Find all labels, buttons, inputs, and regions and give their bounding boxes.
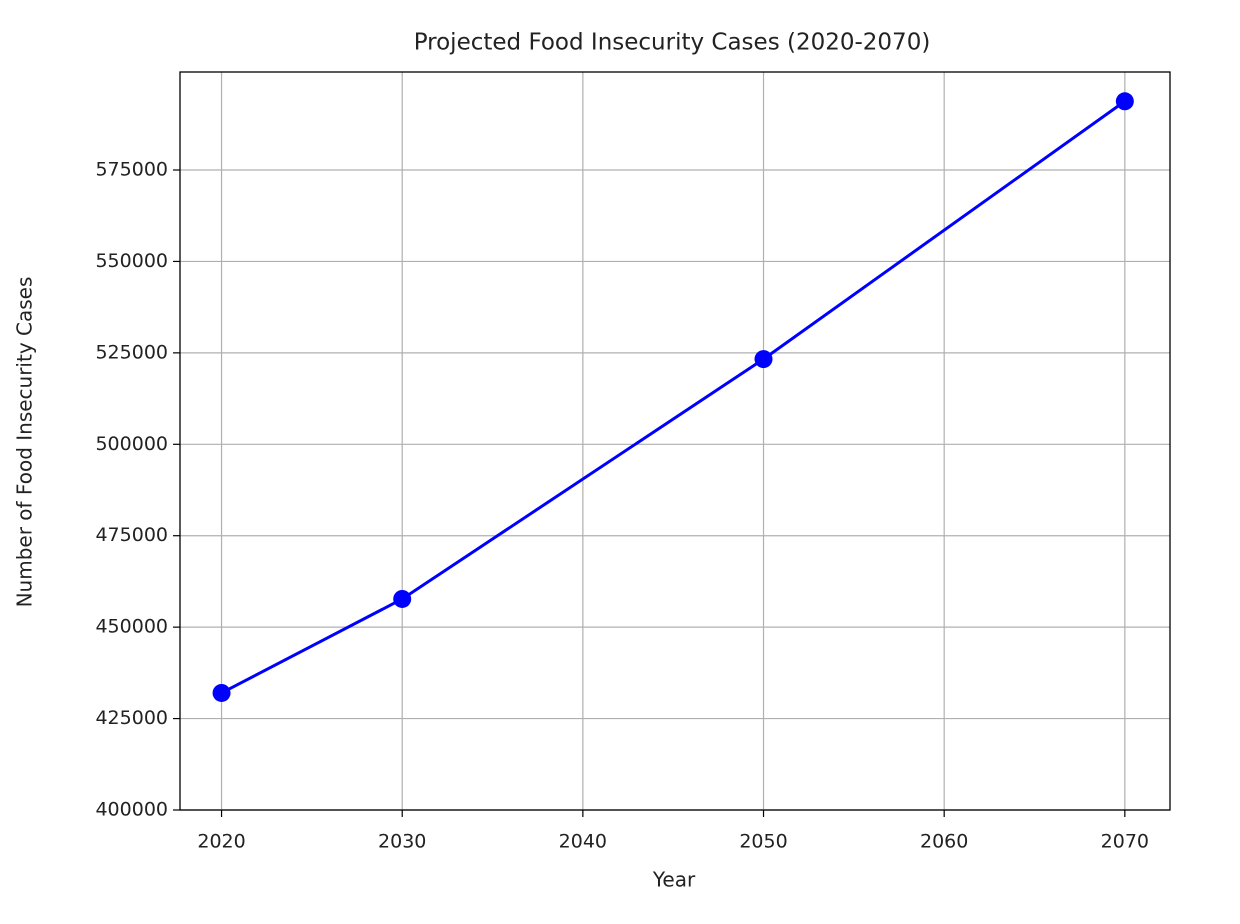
line: [220, 100, 1126, 695]
x-tick-label: 2040: [559, 831, 607, 853]
x-axis-label: Year: [652, 868, 696, 892]
y-tick-label: 575000: [95, 159, 168, 181]
chart-title: Projected Food Insecurity Cases (2020-20…: [414, 30, 931, 56]
x-tick-label: 2060: [920, 831, 968, 853]
y-tick-label: 475000: [95, 524, 168, 546]
marker: [754, 350, 773, 369]
y-tick-label: 450000: [95, 616, 168, 638]
x-tick-label: 2030: [378, 831, 426, 853]
y-tick-label: 500000: [95, 433, 168, 455]
marker: [1115, 92, 1134, 111]
marker: [393, 589, 412, 608]
x-tick-label: 2070: [1101, 831, 1149, 853]
y-tick-label: 550000: [95, 250, 168, 272]
marker: [212, 683, 231, 702]
y-axis-label: Number of Food Insecurity Cases: [13, 277, 37, 608]
x-tick-label: 2020: [197, 831, 245, 853]
y-tick-label: 425000: [95, 707, 168, 729]
y-tick-label: 400000: [95, 799, 168, 821]
x-tick-label: 2050: [739, 831, 787, 853]
y-tick-label: 525000: [95, 341, 168, 363]
plot-frame: [179, 71, 1171, 811]
